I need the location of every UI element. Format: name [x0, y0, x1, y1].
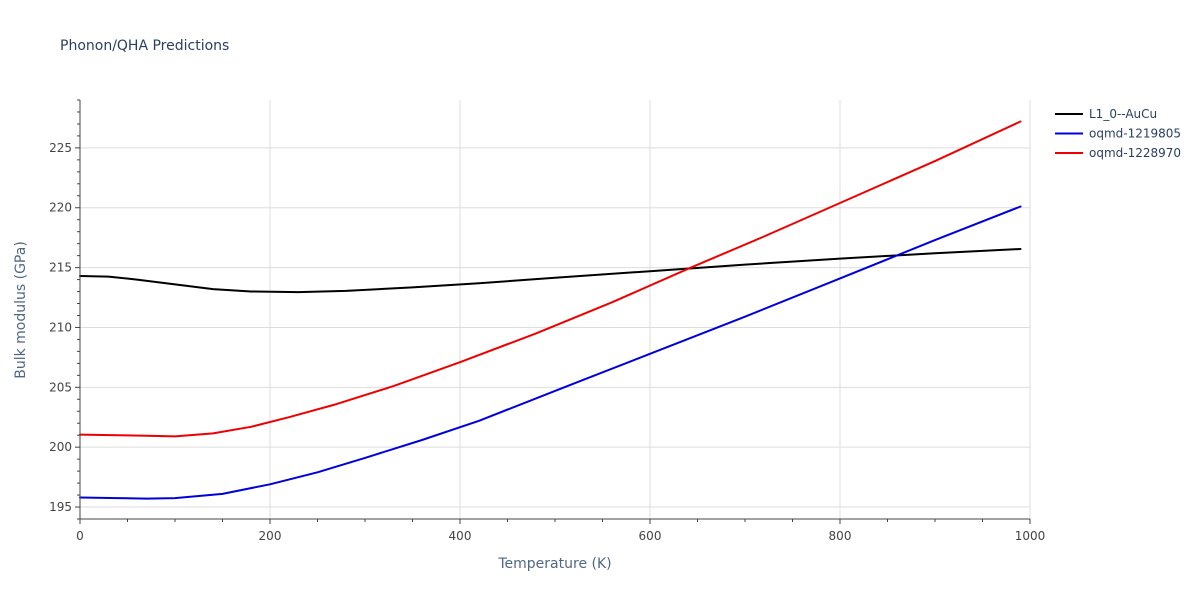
x-tick-label: 400 — [449, 529, 472, 543]
y-tick-label: 205 — [49, 380, 72, 394]
x-tick-label: 1000 — [1015, 529, 1046, 543]
grid — [80, 100, 1031, 519]
x-axis-title: Temperature (K) — [497, 556, 611, 572]
y-tick-label: 210 — [49, 320, 72, 334]
legend-label: L1_0--AuCu — [1089, 107, 1157, 121]
legend-label: oqmd-1228970 — [1089, 146, 1181, 160]
tick-labels: 0 200 400 600 800 1000 195 200 205 210 215 220 225 — [49, 141, 1045, 543]
x-tick-label: 0 — [76, 529, 84, 543]
series-line-1 — [79, 205, 1022, 500]
x-tick-label: 800 — [829, 529, 852, 543]
series-line-2 — [79, 120, 1022, 438]
y-tick-label: 225 — [49, 141, 72, 155]
series-line-0 — [79, 248, 1022, 294]
y-axis-title: Bulk modulus (GPa) — [13, 241, 29, 379]
x-tick-label: 600 — [639, 529, 662, 543]
y-tick-label: 215 — [49, 261, 72, 275]
legend: L1_0--AuCu oqmd-1219805 oqmd-1228970 — [1055, 107, 1181, 160]
series-layer — [79, 120, 1022, 500]
y-tick-label: 195 — [49, 500, 72, 514]
chart-title: Phonon/QHA Predictions — [60, 38, 229, 54]
axes — [75, 99, 1031, 524]
legend-label: oqmd-1219805 — [1089, 127, 1181, 141]
y-tick-label: 220 — [49, 201, 72, 215]
x-tick-label: 200 — [259, 529, 282, 543]
y-tick-label: 200 — [49, 440, 72, 454]
